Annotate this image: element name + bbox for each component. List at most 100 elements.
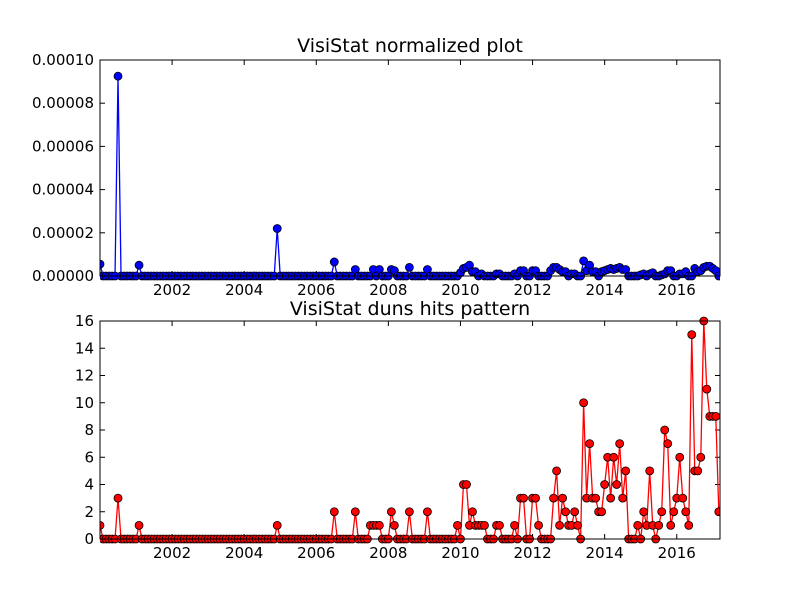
y-tick-label: 0.00000 <box>32 267 94 285</box>
axes-frame <box>99 59 721 277</box>
data-point <box>272 224 282 233</box>
data-point <box>453 520 462 530</box>
data-point <box>495 520 504 530</box>
data-point <box>612 480 622 489</box>
x-tick-label: 2004 <box>225 544 263 562</box>
data-point <box>561 507 571 517</box>
data-point <box>579 398 589 408</box>
data-point <box>555 520 564 530</box>
x-tick-label: 2010 <box>441 281 479 299</box>
data-point <box>404 507 414 517</box>
data-point <box>675 452 685 462</box>
plot-area <box>100 71 720 281</box>
data-point <box>534 520 543 530</box>
data-point <box>597 507 607 517</box>
data-point <box>134 260 144 270</box>
plot-area <box>100 316 720 544</box>
series-line <box>100 76 720 278</box>
data-point <box>272 520 282 530</box>
data-point <box>386 507 396 517</box>
data-point <box>663 439 673 449</box>
data-point <box>519 493 528 503</box>
chart-title: VisiStat duns hits pattern <box>290 298 530 320</box>
y-tick-label: 0.00004 <box>32 181 94 199</box>
y-tick-label: 0.00002 <box>32 224 94 242</box>
y-tick-label: 0 <box>84 530 94 548</box>
data-point <box>462 480 471 489</box>
data-point <box>113 71 123 81</box>
data-point <box>669 507 679 517</box>
y-tick-label: 10 <box>75 394 94 412</box>
x-tick-label: 2006 <box>297 281 335 299</box>
data-point <box>654 520 664 530</box>
data-point <box>113 493 123 503</box>
chart-panel-1: VisiStat normalized plot 0.00000 0.00002 0.… <box>32 35 721 299</box>
data-point <box>696 452 706 462</box>
x-tick-label: 2008 <box>369 281 407 299</box>
data-point <box>678 493 688 503</box>
y-tick-label: 8 <box>84 421 94 439</box>
data-point <box>404 262 414 272</box>
y-tick-label: 14 <box>75 339 94 357</box>
data-point <box>329 507 339 517</box>
y-tick-label: 12 <box>75 367 94 385</box>
data-point <box>531 493 540 503</box>
x-tick-label: 2014 <box>586 544 624 562</box>
data-point <box>660 425 670 435</box>
data-point <box>657 507 667 517</box>
data-point <box>552 466 561 476</box>
x-tick-label: 2016 <box>658 281 696 299</box>
x-tick-label: 2002 <box>153 281 191 299</box>
data-point <box>591 493 601 503</box>
y-tick-label: 0.00008 <box>32 94 94 112</box>
data-point <box>100 259 105 269</box>
data-point <box>510 520 519 530</box>
data-point <box>639 507 649 517</box>
data-point <box>134 520 144 530</box>
data-point <box>615 439 625 449</box>
data-point <box>350 507 360 517</box>
data-point <box>702 384 712 394</box>
x-tick-label: 2004 <box>225 281 263 299</box>
data-point <box>609 452 619 462</box>
data-point <box>585 439 595 449</box>
data-point <box>573 520 583 530</box>
x-tick-label: 2014 <box>586 281 624 299</box>
y-tick-label: 0.00006 <box>32 137 94 155</box>
data-point <box>681 507 691 517</box>
y-tick-label: 16 <box>75 312 94 330</box>
data-point <box>684 520 694 530</box>
data-point <box>549 493 558 503</box>
data-point <box>714 507 720 517</box>
data-point <box>100 520 105 530</box>
data-point <box>687 330 697 340</box>
chart-panel-2: VisiStat duns hits pattern 0 2 4 6 8 10 12 14 16 2… <box>75 298 721 562</box>
data-point <box>570 507 580 517</box>
data-point <box>666 520 676 530</box>
data-point <box>579 256 589 266</box>
x-tick-label: 2016 <box>658 544 696 562</box>
data-point <box>423 507 432 517</box>
y-tick-label: 6 <box>84 448 94 466</box>
data-point <box>645 466 655 476</box>
data-point <box>633 520 643 530</box>
data-point <box>693 466 703 476</box>
x-tick-label: 2002 <box>153 544 191 562</box>
y-tick-label: 0.00010 <box>32 51 94 69</box>
data-point <box>389 520 399 530</box>
y-tick-label: 2 <box>84 503 94 521</box>
x-tick-label: 2008 <box>369 544 407 562</box>
data-point <box>329 257 339 267</box>
data-point <box>468 507 477 517</box>
data-point <box>711 411 720 421</box>
series-line <box>100 320 720 540</box>
x-tick-label: 2012 <box>513 544 551 562</box>
data-point <box>600 480 610 489</box>
x-tick-label: 2012 <box>513 281 551 299</box>
axes-frame <box>99 320 721 540</box>
data-point <box>606 493 616 503</box>
chart-title: VisiStat normalized plot <box>297 35 523 57</box>
data-point <box>374 520 384 530</box>
